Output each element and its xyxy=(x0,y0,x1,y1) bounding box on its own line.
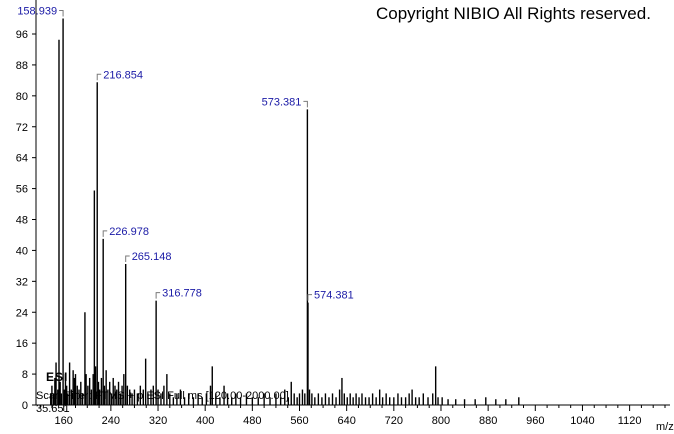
peak-label: 226.978 xyxy=(109,226,149,238)
copyright-notice: Copyright NIBIO All Rights reserved. xyxy=(376,4,651,23)
y-tick-label: 48 xyxy=(16,215,28,227)
peak-label-bracket xyxy=(155,292,161,299)
x-tick-label: 1120 xyxy=(618,415,642,427)
peak-label: 574.381 xyxy=(314,290,354,302)
x-tick-label: 960 xyxy=(526,415,544,427)
x-tick-label: 400 xyxy=(196,415,214,427)
x-tick-label: 720 xyxy=(385,415,403,427)
x-axis-label: m/z xyxy=(656,421,674,433)
x-tick-label: 640 xyxy=(337,415,355,427)
x-tick-label: 160 xyxy=(55,415,73,427)
y-tick-label: 56 xyxy=(16,184,28,196)
peak-label-bracket xyxy=(96,73,102,81)
peak-bars xyxy=(50,18,520,405)
peak-label-bracket xyxy=(303,100,308,108)
peak-label: 158.939 xyxy=(17,6,57,18)
peak-labels: 158.939 216.854 226.978 265.148 316.778 573.3… xyxy=(17,6,353,302)
x-tick-label: 560 xyxy=(290,415,308,427)
x-tick-label: 480 xyxy=(243,415,261,427)
peak-label-bracket xyxy=(59,10,64,17)
axis-min-label: 35.651 xyxy=(36,403,70,415)
y-tick-label: 32 xyxy=(16,276,28,288)
y-tick-label: 24 xyxy=(16,307,28,319)
chart-axes: 0 8 16 24 32 40 48 56 64 72 80 88 96 160 240 320 400 480 5… xyxy=(16,0,670,427)
peak-label-bracket xyxy=(125,255,130,262)
peak-label-bracket xyxy=(307,294,312,301)
y-tick-label: 8 xyxy=(22,369,28,381)
x-tick-label: 320 xyxy=(149,415,167,427)
x-tick-label: 240 xyxy=(102,415,120,427)
y-tick-label: 80 xyxy=(16,91,28,103)
y-tick-label: 40 xyxy=(16,245,28,257)
peak-label: 316.778 xyxy=(162,288,202,300)
y-tick-label: 96 xyxy=(16,29,28,41)
peak-label-bracket xyxy=(102,230,108,237)
scan-filter-label: Scan Filter: FTMS + p ESI Full ms [120.0… xyxy=(36,390,289,402)
peak-label: 216.854 xyxy=(103,69,143,81)
x-tick-label: 880 xyxy=(479,415,497,427)
y-tick-label: 88 xyxy=(16,60,28,72)
y-tick-label: 16 xyxy=(16,338,28,350)
y-tick-label: 0 xyxy=(22,400,28,412)
x-tick-label: 800 xyxy=(432,415,450,427)
peak-label: 573.381 xyxy=(262,96,302,108)
y-tick-label: 72 xyxy=(16,122,28,134)
ion-mode-label: ESI xyxy=(46,370,68,384)
x-tick-label: 1040 xyxy=(570,415,594,427)
peak-label: 265.148 xyxy=(132,251,172,263)
y-tick-label: 64 xyxy=(16,153,28,165)
